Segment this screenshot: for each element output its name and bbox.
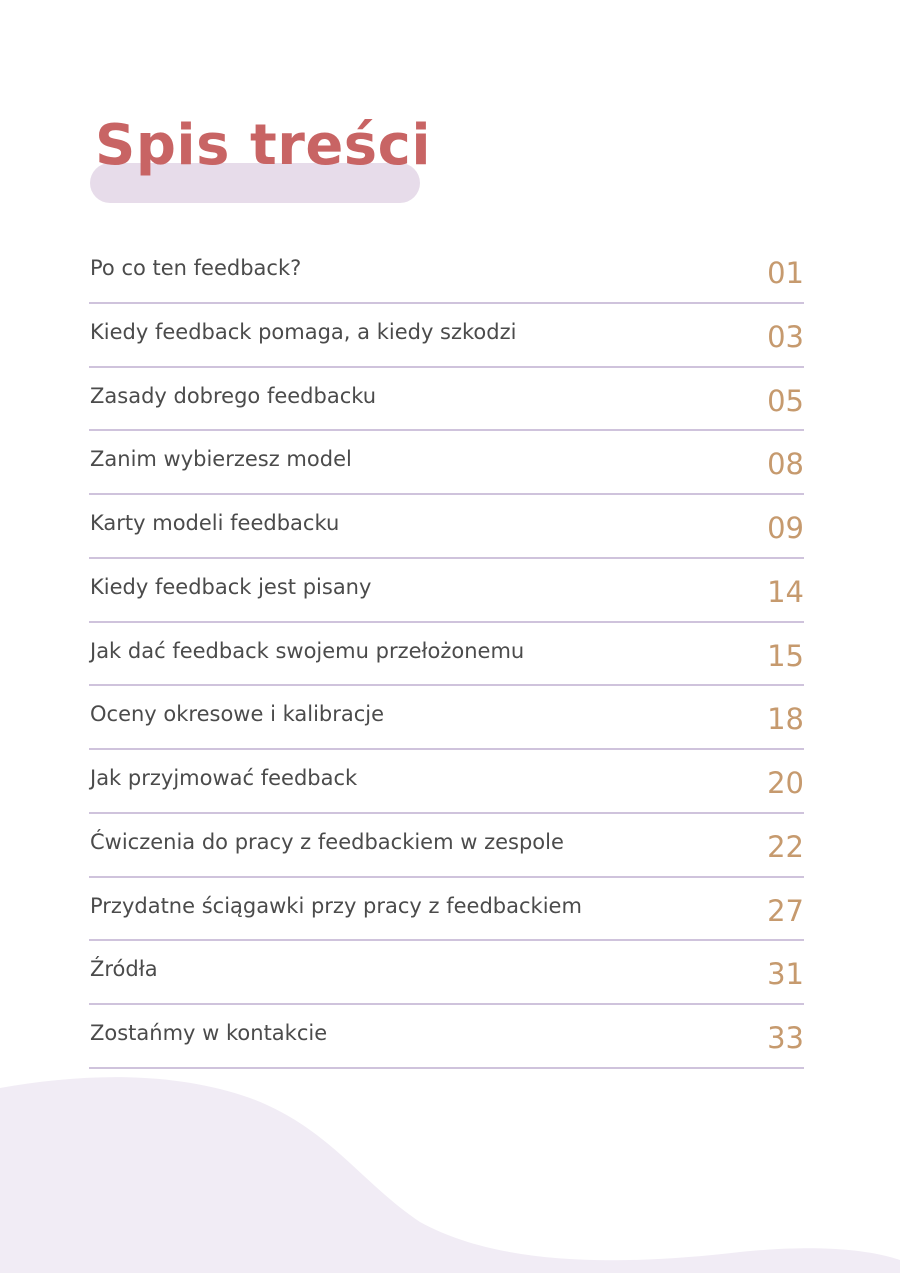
toc-row[interactable]: Zostańmy w kontakcie 33 (89, 1005, 804, 1069)
page-title: Spis treści (95, 113, 432, 178)
toc-row-title: Ćwiczenia do pracy z feedbackiem w zespo… (90, 829, 564, 854)
toc-row[interactable]: Kiedy feedback jest pisany 14 (89, 559, 804, 623)
table-of-contents: Po co ten feedback? 01 Kiedy feedback po… (89, 240, 804, 1069)
toc-row-title: Zasady dobrego feedbacku (90, 383, 377, 408)
toc-row[interactable]: Karty modeli feedbacku 09 (89, 495, 804, 559)
toc-row-page-number: 15 (767, 638, 804, 673)
toc-row[interactable]: Zasady dobrego feedbacku 05 (89, 368, 804, 432)
title-highlight (90, 163, 420, 203)
toc-row[interactable]: Oceny okresowe i kalibracje 18 (89, 686, 804, 750)
toc-row-page-number: 08 (767, 447, 804, 482)
toc-row[interactable]: Przydatne ściągawki przy pracy z feedbac… (89, 878, 804, 942)
toc-row-page-number: 20 (767, 766, 804, 800)
toc-row[interactable]: Kiedy feedback pomaga, a kiedy szkodzi 0… (89, 304, 804, 368)
toc-row-title: Jak dać feedback swojemu przełożonemu (90, 638, 525, 663)
toc-row-page-number: 18 (767, 702, 804, 737)
toc-row-page-number: 33 (767, 1021, 804, 1055)
toc-row-page-number: 14 (767, 574, 804, 609)
toc-row-page-number: 22 (767, 829, 804, 864)
toc-row[interactable]: Po co ten feedback? 01 (89, 240, 804, 304)
page-title-block: Spis treści (90, 108, 431, 203)
toc-row-title: Przydatne ściągawki przy pracy z feedbac… (90, 893, 582, 918)
toc-row-title: Zostańmy w kontakcie (90, 1021, 328, 1045)
toc-row-title: Zanim wybierzesz model (90, 447, 352, 472)
toc-row-title: Jak przyjmować feedback (90, 766, 358, 790)
toc-row-page-number: 27 (767, 893, 804, 928)
toc-row[interactable]: Jak dać feedback swojemu przełożonemu 15 (89, 623, 804, 687)
toc-row-page-number: 01 (767, 256, 804, 290)
toc-row[interactable]: Zanim wybierzesz model 08 (89, 431, 804, 495)
toc-row-title: Po co ten feedback? (90, 256, 302, 280)
toc-row-page-number: 09 (767, 511, 804, 545)
toc-row-page-number: 05 (767, 383, 804, 418)
toc-row-title: Karty modeli feedbacku (90, 511, 340, 535)
toc-row-title: Kiedy feedback pomaga, a kiedy szkodzi (90, 319, 517, 344)
toc-row[interactable]: Źródła 31 (89, 941, 804, 1005)
toc-row[interactable]: Ćwiczenia do pracy z feedbackiem w zespo… (89, 814, 804, 878)
toc-row-title: Kiedy feedback jest pisany (90, 574, 372, 599)
toc-row-title: Źródła (90, 957, 158, 982)
toc-row-title: Oceny okresowe i kalibracje (90, 702, 385, 727)
toc-row[interactable]: Jak przyjmować feedback 20 (89, 750, 804, 814)
toc-row-page-number: 31 (767, 957, 804, 992)
toc-row-page-number: 03 (767, 319, 804, 354)
